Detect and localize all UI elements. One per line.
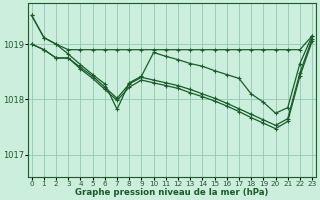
X-axis label: Graphe pression niveau de la mer (hPa): Graphe pression niveau de la mer (hPa) [75,188,268,197]
